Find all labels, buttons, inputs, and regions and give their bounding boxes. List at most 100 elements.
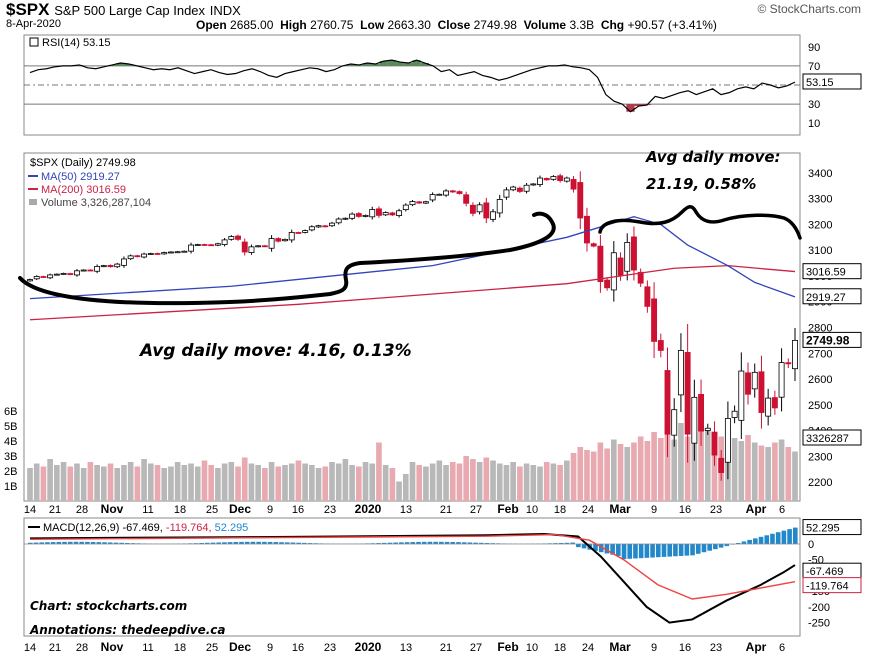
volume-bar [550, 463, 557, 501]
volume-bar [114, 468, 121, 501]
macd-histogram-bar [439, 541, 444, 544]
price-x-label: Mar [609, 502, 631, 516]
macd-histogram-bar [296, 542, 301, 544]
candle-body [577, 182, 584, 219]
price-x-label: 14 [24, 504, 36, 516]
open-value: 2685.00 [230, 18, 274, 32]
volume-bar [483, 457, 490, 501]
macd-histogram-bar [479, 542, 484, 544]
macd-x-label: 27 [470, 642, 482, 654]
price-x-label: 6 [779, 504, 785, 516]
volume-bar [637, 436, 644, 501]
candle-body [584, 215, 590, 244]
candle-body [261, 245, 268, 248]
candle-body [657, 340, 664, 351]
candle-body [355, 213, 362, 217]
price-x-label: 9 [267, 504, 273, 516]
candle-body [792, 339, 798, 370]
volume-bar [369, 463, 376, 501]
candle-body [181, 250, 188, 253]
rsi-overbought-fill [387, 60, 397, 66]
volume-bar [121, 465, 127, 501]
candle-body [322, 225, 329, 228]
price-x-label: 21 [440, 504, 452, 516]
volume-bar [530, 465, 537, 501]
macd-histogram-bar [239, 541, 244, 544]
candle-body [201, 244, 208, 246]
candle-body [778, 362, 785, 398]
candle-body [543, 178, 550, 181]
macd-histogram-bar [427, 541, 433, 544]
volume-tick-label: 3B [4, 451, 17, 463]
candle-body [449, 190, 456, 193]
ma50-legend-text: MA(50) 2919.27 [41, 171, 120, 183]
volume-bar [772, 442, 778, 501]
volume-last-tag-box [802, 429, 862, 446]
macd-histogram-bar [673, 544, 678, 557]
macd-histogram-bar [655, 544, 661, 558]
candle-body [402, 204, 409, 211]
candle-body [724, 418, 731, 463]
macd-tick-label: -200 [808, 602, 830, 614]
volume-bar [181, 465, 188, 501]
candle-body [33, 276, 40, 280]
macd-histogram-bar [433, 541, 438, 544]
candle-body [416, 201, 423, 204]
macd-histogram-bar [684, 544, 690, 556]
volume-bar [476, 462, 483, 501]
candle-body [563, 177, 570, 182]
candle-body [684, 352, 691, 435]
credit-chart-source: Chart: stockcharts.com [30, 599, 187, 613]
close-last-tag-text: 2749.98 [806, 333, 850, 347]
macd-histogram-bar [222, 542, 227, 544]
macd-histogram-bar [376, 543, 381, 544]
candle-body [630, 236, 637, 271]
volume-layer [27, 423, 798, 501]
volume-bar [248, 463, 255, 501]
macd-histogram-bar [490, 543, 496, 544]
volume-bar [228, 462, 235, 501]
macd-x-label: 24 [582, 642, 594, 654]
macd-last-tag-text: -67.469 [806, 566, 843, 578]
ma200-legend-text: MA(200) 3016.59 [41, 184, 126, 196]
volume-bar [335, 463, 342, 501]
macd-histogram-bar [193, 543, 199, 544]
candle-body [704, 427, 711, 431]
signal-last-tag-text: -119.764 [806, 581, 849, 593]
macd-histogram-bar [233, 541, 239, 544]
price-x-label: Dec [229, 502, 251, 516]
volume-bar [262, 468, 268, 501]
volume-tick-label: 4B [4, 436, 17, 448]
price-x-label: 23 [324, 504, 336, 516]
candle-body [604, 279, 611, 289]
macd-last-tag: -67.469 [802, 562, 862, 579]
candle-body [765, 397, 772, 417]
candle-body [530, 183, 537, 186]
volume-bar [644, 441, 651, 501]
candle-body [771, 397, 778, 409]
volume-bar [449, 462, 456, 501]
volume-bar [27, 468, 33, 501]
price-x-label: 2020 [355, 502, 382, 516]
volume-bar [87, 462, 94, 501]
volume-bar [463, 456, 470, 501]
volume-bar [604, 448, 610, 501]
volume-bar [47, 459, 53, 501]
candle-body [255, 245, 262, 248]
candle-body [476, 204, 483, 213]
volume-bar [241, 457, 248, 501]
macd-histogram-bar [85, 541, 90, 544]
volume-bar [302, 463, 308, 501]
candle-body [469, 204, 476, 214]
macd-x-label: 13 [400, 642, 412, 654]
candle-body [295, 232, 302, 234]
rsi-legend: RSI(14) 53.15 [29, 37, 110, 49]
macd-x-label: Nov [101, 640, 124, 654]
macd-x-label: Apr [746, 640, 767, 654]
macd-histogram-bar [107, 542, 113, 544]
macd-histogram-bar [204, 542, 210, 544]
price-x-label: Nov [101, 502, 124, 516]
volume-bar [107, 463, 114, 501]
candle-body [496, 199, 503, 214]
volume-bar [557, 465, 563, 501]
